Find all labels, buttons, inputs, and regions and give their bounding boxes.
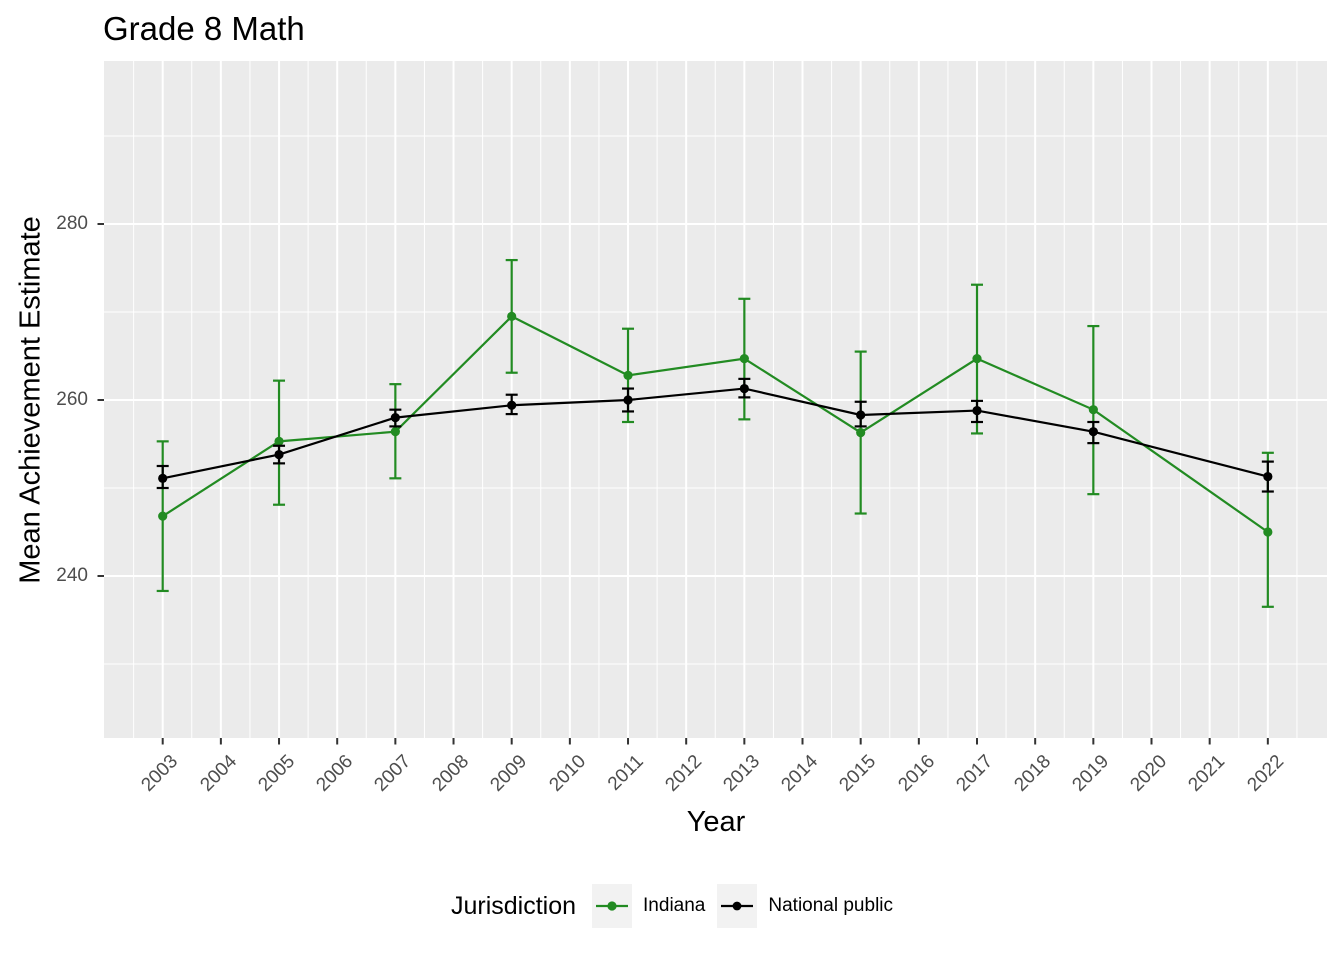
data-point bbox=[507, 311, 517, 321]
chart-title: Grade 8 Math bbox=[103, 10, 305, 47]
legend-key-indiana bbox=[592, 884, 633, 928]
y-tick-label: 280 bbox=[56, 213, 88, 234]
y-tick-label: 260 bbox=[56, 389, 88, 410]
data-point bbox=[1263, 471, 1273, 482]
data-point bbox=[739, 354, 749, 364]
data-point bbox=[1263, 527, 1273, 537]
data-point bbox=[274, 449, 284, 460]
legend-item-label: Indiana bbox=[643, 895, 706, 916]
data-point bbox=[856, 427, 866, 438]
legend-item-label: National public bbox=[768, 895, 894, 916]
data-point bbox=[390, 427, 400, 437]
x-axis-title: Year bbox=[686, 806, 746, 838]
data-point bbox=[972, 354, 982, 364]
data-point bbox=[1088, 405, 1098, 415]
data-point bbox=[856, 410, 866, 420]
legend-title: Jurisdiction bbox=[450, 891, 577, 920]
data-point bbox=[390, 413, 400, 423]
data-point bbox=[972, 405, 982, 416]
legend-key-point bbox=[607, 901, 617, 911]
data-point bbox=[507, 400, 517, 410]
series-line bbox=[162, 387, 1269, 480]
data-point bbox=[158, 511, 168, 521]
legend-key-point bbox=[732, 901, 742, 911]
legend-key-national-public bbox=[717, 884, 758, 928]
data-point bbox=[274, 436, 284, 446]
y-tick-label: 240 bbox=[56, 565, 88, 586]
data-point bbox=[623, 370, 633, 380]
legend-item-national-public: National public bbox=[717, 884, 893, 928]
data-point bbox=[158, 473, 168, 483]
data-point bbox=[739, 383, 749, 394]
data-point bbox=[623, 395, 633, 405]
legend: Jurisdiction Indiana National public bbox=[0, 882, 1344, 930]
legend-item-indiana: Indiana bbox=[592, 884, 705, 928]
data-point bbox=[1088, 427, 1098, 437]
